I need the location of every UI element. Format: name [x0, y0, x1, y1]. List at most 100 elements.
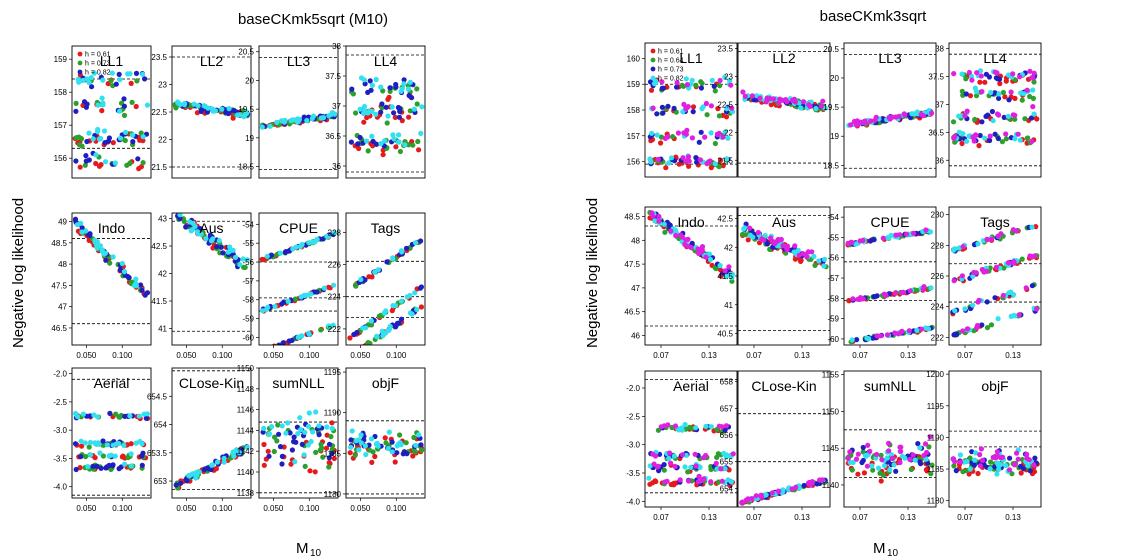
data-point	[411, 434, 417, 441]
data-point	[871, 294, 877, 300]
data-point	[972, 116, 978, 123]
data-point	[1003, 78, 1009, 84]
data-point	[316, 423, 322, 429]
data-point	[78, 220, 84, 226]
y-tick-label: 1180	[324, 490, 342, 499]
y-axis: 18.5 19 19.5 20 20.5	[823, 45, 844, 170]
data-point	[73, 466, 79, 473]
data-point	[128, 463, 134, 469]
data-point	[418, 130, 424, 136]
data-point	[861, 470, 868, 476]
data-point	[1001, 114, 1007, 120]
y-axis: 156 157 158 159	[54, 55, 72, 163]
data-point	[661, 85, 667, 91]
data-point	[820, 98, 826, 104]
data-point	[984, 299, 990, 305]
data-point	[708, 130, 714, 136]
y-axis: -4.0 -3.5 -3.0 -2.5 -2.0	[53, 370, 72, 492]
data-point	[183, 224, 189, 230]
data-point	[983, 71, 990, 77]
data-point	[389, 308, 395, 314]
data-point	[97, 450, 103, 456]
legend-label: h = 0.61	[85, 52, 111, 59]
data-point	[771, 96, 777, 102]
data-point	[970, 134, 976, 140]
y-axis: 36 36.5 37 37.5 38	[325, 42, 346, 171]
data-point	[659, 79, 665, 85]
data-point	[681, 130, 687, 136]
data-point	[214, 459, 221, 465]
data-point	[674, 84, 680, 90]
data-point	[416, 147, 422, 153]
data-point	[886, 448, 892, 454]
panel-frame	[345, 45, 426, 179]
y-tick-label: -3.5	[53, 454, 67, 463]
panel-0-ll4: LL4 36 36.5 37 37.5 38	[325, 42, 426, 179]
data-point	[137, 438, 143, 445]
y-tick-label: 1195	[324, 368, 342, 377]
x-tick-label: 0.050	[263, 504, 284, 513]
scatter-points	[259, 57, 338, 170]
data-point	[696, 250, 702, 257]
data-point	[261, 425, 267, 431]
data-point	[683, 237, 689, 243]
data-point	[850, 459, 856, 465]
data-point	[347, 450, 353, 456]
data-point	[716, 164, 722, 170]
data-point	[798, 105, 804, 111]
data-point	[396, 114, 402, 120]
data-point	[103, 257, 109, 263]
y-tick-label: -55	[242, 239, 254, 248]
scatter-points	[72, 70, 151, 172]
data-point	[1026, 457, 1032, 463]
data-point	[358, 276, 364, 283]
data-point	[306, 330, 312, 336]
data-point	[959, 71, 965, 77]
data-point	[982, 79, 988, 85]
y-axis: 21.5 22 22.5 23 23.5	[151, 53, 172, 172]
data-point	[1003, 131, 1009, 137]
data-point	[886, 235, 892, 241]
data-point	[88, 452, 94, 458]
data-point	[674, 80, 680, 86]
data-point	[134, 78, 140, 84]
legend-label: h = 0.61	[658, 49, 684, 56]
data-point	[995, 233, 1001, 239]
data-point	[892, 330, 898, 336]
data-point	[672, 463, 678, 470]
data-point	[874, 451, 880, 458]
y-tick-label: 23	[158, 81, 167, 90]
data-point	[209, 462, 215, 468]
data-point	[78, 454, 84, 460]
panel-title: sumNLL	[864, 378, 916, 394]
data-point	[113, 441, 119, 447]
panel-1-ll3: LL3 18.5 19 19.5 20 20.5	[823, 42, 937, 178]
data-point	[412, 290, 418, 296]
scatter-points	[346, 54, 425, 173]
data-point	[383, 440, 389, 446]
y-tick-label: -57	[827, 274, 839, 283]
x-tick-label: 0.13	[1005, 351, 1021, 360]
data-point	[849, 467, 855, 473]
data-point	[356, 447, 362, 453]
y-tick-label: 36.5	[325, 132, 341, 141]
y-tick-label: 46.5	[624, 308, 640, 317]
y-tick-label: 1190	[324, 409, 342, 418]
data-point	[383, 104, 389, 110]
data-point	[389, 104, 395, 110]
data-point	[693, 463, 699, 469]
data-point	[387, 85, 393, 91]
data-point	[764, 96, 770, 102]
left-y-axis-label: Negative log likelihood	[10, 198, 27, 348]
data-point	[194, 229, 200, 235]
data-point	[135, 156, 141, 162]
data-point	[747, 225, 753, 231]
data-point	[240, 256, 246, 262]
data-point	[859, 459, 865, 466]
panel-frame	[71, 367, 152, 499]
data-point	[757, 95, 763, 101]
panel-title: Aus	[772, 214, 796, 230]
panel-title: LL1	[679, 50, 703, 66]
data-point	[698, 129, 704, 135]
panel-1-aerial: Aerial -4.0 -3.5 -3.0 -2.5 -2.0 0.07 0.13	[626, 370, 738, 522]
